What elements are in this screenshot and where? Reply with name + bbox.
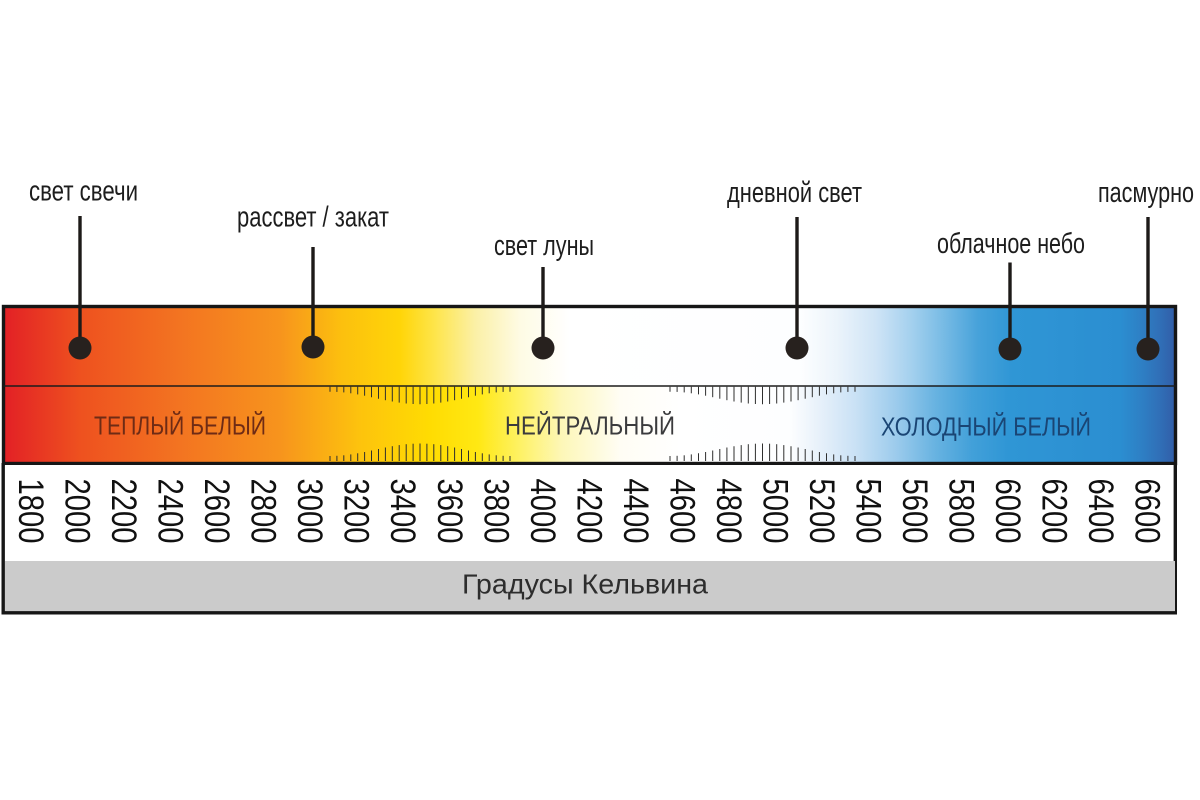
svg-text:свет луны: свет луны xyxy=(494,230,594,262)
svg-text:5200: 5200 xyxy=(802,479,841,544)
svg-text:5800: 5800 xyxy=(942,479,981,544)
svg-text:НЕЙТРАЛЬНЫЙ: НЕЙТРАЛЬНЫЙ xyxy=(505,411,675,441)
svg-text:6000: 6000 xyxy=(988,479,1027,544)
svg-text:2200: 2200 xyxy=(104,479,143,544)
svg-text:4400: 4400 xyxy=(616,479,655,544)
svg-text:3000: 3000 xyxy=(290,479,329,544)
svg-text:4200: 4200 xyxy=(569,479,608,544)
svg-text:5400: 5400 xyxy=(849,479,888,544)
svg-text:2800: 2800 xyxy=(244,479,283,544)
svg-text:4800: 4800 xyxy=(709,479,748,544)
svg-text:1800: 1800 xyxy=(11,479,50,544)
svg-text:3600: 3600 xyxy=(430,479,469,544)
svg-text:6400: 6400 xyxy=(1081,479,1120,544)
svg-text:2600: 2600 xyxy=(197,479,236,544)
svg-text:4600: 4600 xyxy=(662,479,701,544)
svg-text:ХОЛОДНЫЙ БЕЛЫЙ: ХОЛОДНЫЙ БЕЛЫЙ xyxy=(881,412,1091,442)
svg-text:2400: 2400 xyxy=(151,479,190,544)
svg-text:6200: 6200 xyxy=(1035,479,1074,544)
svg-text:4000: 4000 xyxy=(523,479,562,544)
svg-text:3800: 3800 xyxy=(476,479,515,544)
svg-text:5600: 5600 xyxy=(895,479,934,544)
svg-text:свет свечи: свет свечи xyxy=(29,176,138,208)
svg-text:2000: 2000 xyxy=(58,479,97,544)
svg-text:3400: 3400 xyxy=(383,479,422,544)
svg-text:5000: 5000 xyxy=(756,479,795,544)
svg-text:рассвет / закат: рассвет / закат xyxy=(237,202,389,234)
svg-text:6600: 6600 xyxy=(1128,479,1167,544)
svg-text:3200: 3200 xyxy=(337,479,376,544)
svg-text:дневной свет: дневной свет xyxy=(727,177,862,209)
svg-text:ТЕПЛЫЙ БЕЛЫЙ: ТЕПЛЫЙ БЕЛЫЙ xyxy=(94,411,266,441)
svg-text:облачное небо: облачное небо xyxy=(937,228,1085,260)
svg-text:пасмурно: пасмурно xyxy=(1098,177,1194,209)
svg-text:Градусы Кельвина: Градусы Кельвина xyxy=(462,569,708,600)
